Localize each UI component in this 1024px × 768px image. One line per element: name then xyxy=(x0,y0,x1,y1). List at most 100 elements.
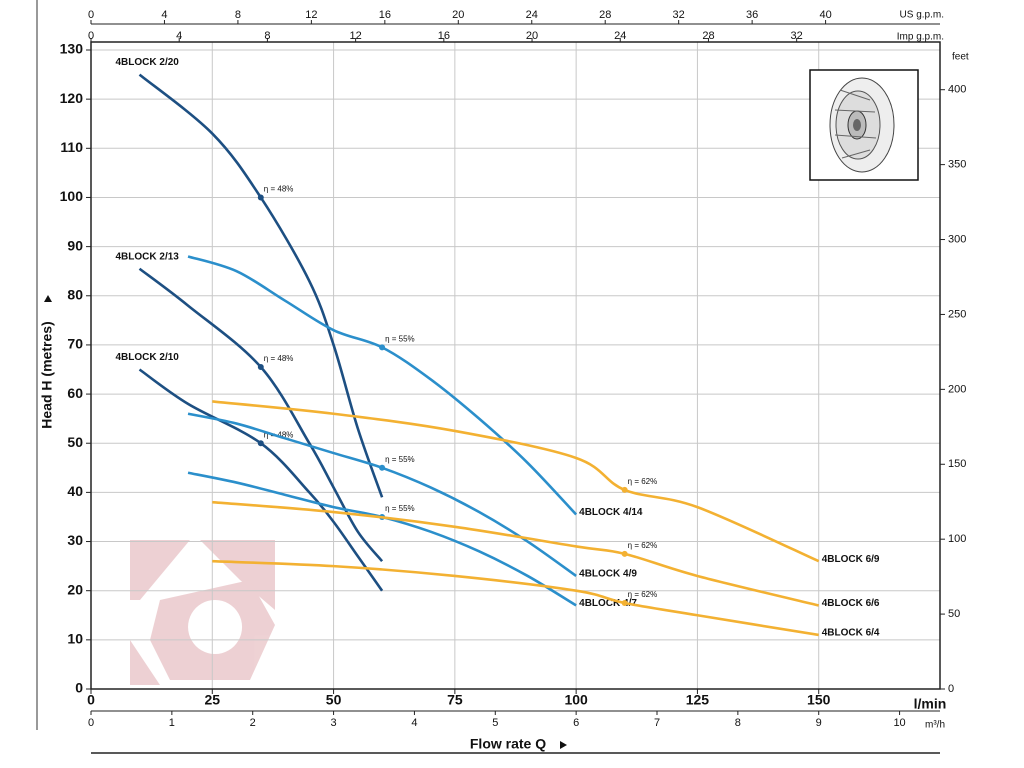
y-tick-label: 10 xyxy=(67,631,83,647)
y-tick-label: 120 xyxy=(60,90,84,106)
secondary-x-tick-label: 2 xyxy=(250,717,256,729)
secondary-x-tick-label: 7 xyxy=(654,717,660,729)
pump-curve xyxy=(187,255,578,516)
pump-curve xyxy=(212,400,820,563)
efficiency-label: η = 62% xyxy=(628,477,658,486)
secondary-x-tick-label: 16 xyxy=(379,9,391,21)
x-unit: l/min xyxy=(914,696,947,712)
plot-frame xyxy=(90,41,941,690)
secondary-x-tick-label: 0 xyxy=(88,30,94,42)
x-tick-label: 0 xyxy=(87,692,95,708)
secondary-x-tick-label: 3 xyxy=(331,717,337,729)
secondary-x-tick-label: 32 xyxy=(791,30,803,42)
secondary-x-tick-label: 12 xyxy=(349,30,361,42)
secondary-x-tick-label: 8 xyxy=(264,30,270,42)
pump-curve xyxy=(138,73,384,498)
secondary-x-tick-label: 9 xyxy=(816,717,822,729)
pump-curve xyxy=(138,267,384,563)
x-title-arrow xyxy=(560,741,567,749)
series-label: 4BLOCK 6/6 xyxy=(822,598,880,609)
secondary-x-tick-label: 24 xyxy=(614,30,626,42)
series-label: 4BLOCK 6/4 xyxy=(822,628,880,639)
series-label: 4BLOCK 4/14 xyxy=(579,507,643,518)
feet-label: feet xyxy=(952,52,969,63)
pump-curve xyxy=(138,368,384,592)
y-tick-label: 70 xyxy=(67,336,83,352)
secondary-x-tick-label: 28 xyxy=(599,9,611,21)
secondary-x-tick-label: 32 xyxy=(673,9,685,21)
secondary-x-tick-label: 10 xyxy=(893,717,905,729)
efficiency-point xyxy=(621,599,628,606)
y-tick-label: 0 xyxy=(75,680,83,696)
feet-tick-label: 300 xyxy=(948,233,966,245)
feet-tick-label: 50 xyxy=(948,608,960,620)
secondary-x-tick-label: 20 xyxy=(526,30,538,42)
series-label: 4BLOCK 2/20 xyxy=(116,57,180,68)
efficiency-point xyxy=(257,194,264,201)
secondary-x-tick-label: 8 xyxy=(735,717,741,729)
secondary-x-tick-label: 12 xyxy=(305,9,317,21)
secondary-x-tick-label: 20 xyxy=(452,9,464,21)
y-tick-label: 20 xyxy=(67,581,83,597)
x-tick-label: 100 xyxy=(564,692,588,708)
imp-gpm-label: Imp g.p.m. xyxy=(897,32,944,43)
y-tick-label: 40 xyxy=(67,483,83,499)
secondary-x-tick-label: 40 xyxy=(819,9,831,21)
y-tick-label: 110 xyxy=(60,139,83,155)
efficiency-point xyxy=(257,364,264,371)
efficiency-label: η = 62% xyxy=(628,590,658,599)
efficiency-label: η = 55% xyxy=(385,504,415,513)
efficiency-label: η = 48% xyxy=(264,354,294,363)
feet-tick-label: 200 xyxy=(948,383,966,395)
secondary-x-tick-label: 4 xyxy=(161,9,167,21)
efficiency-point xyxy=(621,486,628,493)
impeller-picture xyxy=(809,69,919,181)
secondary-x-tick-label: 5 xyxy=(492,717,498,729)
pump-curve xyxy=(212,500,820,607)
y-tick-label: 130 xyxy=(60,41,84,57)
x-tick-label: 125 xyxy=(686,692,710,708)
series-label: 4BLOCK 4/7 xyxy=(579,598,637,609)
secondary-x-tick-label: 8 xyxy=(235,9,241,21)
secondary-x-tick-label: 0 xyxy=(88,9,94,21)
y-tick-label: 50 xyxy=(67,434,83,450)
series-label: 4BLOCK 2/13 xyxy=(116,251,180,262)
x-tick-label: 75 xyxy=(447,692,463,708)
watermark xyxy=(130,540,275,685)
secondary-x-tick-label: 24 xyxy=(526,9,538,21)
y-tick-label: 60 xyxy=(67,385,83,401)
secondary-x-tick-label: 0 xyxy=(88,717,94,729)
efficiency-label: η = 55% xyxy=(385,455,415,464)
x-tick-label: 25 xyxy=(204,692,220,708)
efficiency-label: η = 62% xyxy=(628,541,658,550)
efficiency-point xyxy=(379,344,386,351)
feet-tick-label: 400 xyxy=(948,84,966,96)
series-label: 4BLOCK 2/10 xyxy=(116,352,180,363)
feet-tick-label: 150 xyxy=(948,458,966,470)
efficiency-point xyxy=(379,464,386,471)
secondary-x-tick-label: 6 xyxy=(573,717,579,729)
efficiency-label: η = 55% xyxy=(385,334,415,343)
series-label: 4BLOCK 4/9 xyxy=(579,569,637,580)
secondary-x-tick-label: 1 xyxy=(169,717,175,729)
series-label: 4BLOCK 6/9 xyxy=(822,554,880,565)
feet-tick-label: 350 xyxy=(948,159,966,171)
x-tick-label: 150 xyxy=(807,692,831,708)
y-label-arrow xyxy=(44,295,52,302)
y-tick-label: 80 xyxy=(67,286,83,302)
efficiency-point xyxy=(621,550,628,557)
x-tick-label: 50 xyxy=(326,692,342,708)
efficiency-label: η = 48% xyxy=(264,185,294,194)
secondary-x-tick-label: 4 xyxy=(411,717,417,729)
x-title: Flow rate Q xyxy=(470,736,546,752)
efficiency-point xyxy=(257,440,264,447)
secondary-x-tick-label: 36 xyxy=(746,9,758,21)
feet-tick-label: 0 xyxy=(948,683,954,695)
secondary-x-tick-label: 4 xyxy=(176,30,182,42)
secondary-x-tick-label: 28 xyxy=(702,30,714,42)
us-gpm-label: US g.p.m. xyxy=(900,10,944,21)
pump-curve xyxy=(212,559,819,637)
efficiency-label: η = 48% xyxy=(264,430,294,439)
y-tick-label: 30 xyxy=(67,532,83,548)
